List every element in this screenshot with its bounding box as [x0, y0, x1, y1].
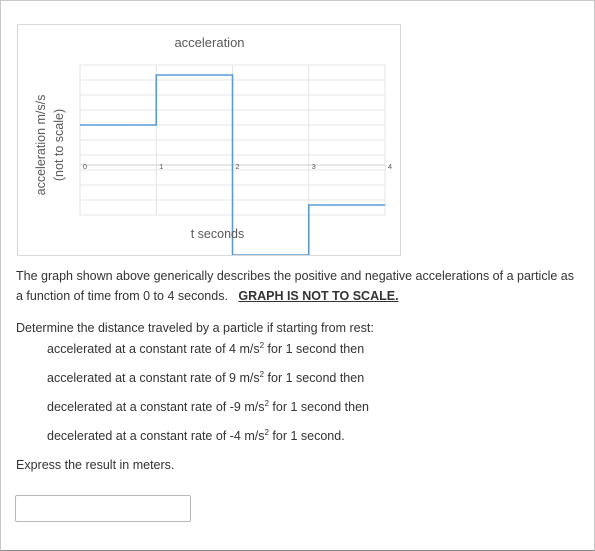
step-2-suffix: for 1 second then	[264, 371, 365, 385]
chart-svg: 0 1 2 3 4 acceleration t seconds acceleration m…	[34, 35, 392, 255]
step-3-sup: 2	[264, 398, 269, 408]
acceleration-series-line	[80, 74, 385, 255]
step-3-prefix: decelerated at a constant rate of -9 m/s	[47, 400, 265, 414]
x-tick-label: 2	[235, 162, 239, 171]
step-4: decelerated at a constant rate of -4 m/s…	[47, 427, 345, 443]
chart-title: acceleration	[174, 35, 244, 50]
x-tick-label: 3	[312, 162, 316, 171]
step-4-sup: 2	[264, 427, 269, 437]
acceleration-chart: 0 1 2 3 4 acceleration t seconds acceleration m…	[17, 24, 401, 256]
step-3-suffix: for 1 second then	[268, 400, 370, 414]
step-2-prefix: accelerated at a constant rate of 9 m/s	[47, 371, 260, 385]
y-axis-label: acceleration m/s/s	[34, 95, 48, 196]
answer-input[interactable]	[15, 495, 191, 522]
step-4-prefix: decelerated at a constant rate of -4 m/s	[47, 429, 265, 443]
y-axis-sublabel: (not to scale)	[52, 109, 66, 181]
x-tick-label: 0	[83, 162, 87, 171]
step-1-suffix: for 1 second then	[264, 342, 365, 356]
x-tick-label: 4	[388, 162, 392, 171]
step-4-suffix: for 1 second.	[268, 429, 345, 443]
x-tick-label: 1	[159, 162, 163, 171]
step-1-sup: 2	[259, 340, 265, 350]
question-intro-text: The graph shown above generically descri…	[16, 269, 574, 303]
step-2: accelerated at a constant rate of 9 m/s2…	[47, 369, 365, 385]
determine-prompt: Determine the distance traveled by a par…	[16, 321, 374, 335]
x-axis-label: t seconds	[191, 227, 245, 241]
question-intro: The graph shown above generically descri…	[16, 266, 582, 306]
question-text: The graph shown above generically descri…	[16, 266, 582, 338]
not-to-scale-note: GRAPH IS NOT TO SCALE.	[238, 289, 399, 303]
step-3: decelerated at a constant rate of -9 m/s…	[47, 398, 370, 414]
step-2-sup: 2	[259, 369, 265, 379]
step-1-prefix: accelerated at a constant rate of 4 m/s	[47, 342, 260, 356]
express-instruction: Express the result in meters.	[16, 458, 175, 472]
step-1: accelerated at a constant rate of 4 m/s2…	[47, 340, 365, 356]
